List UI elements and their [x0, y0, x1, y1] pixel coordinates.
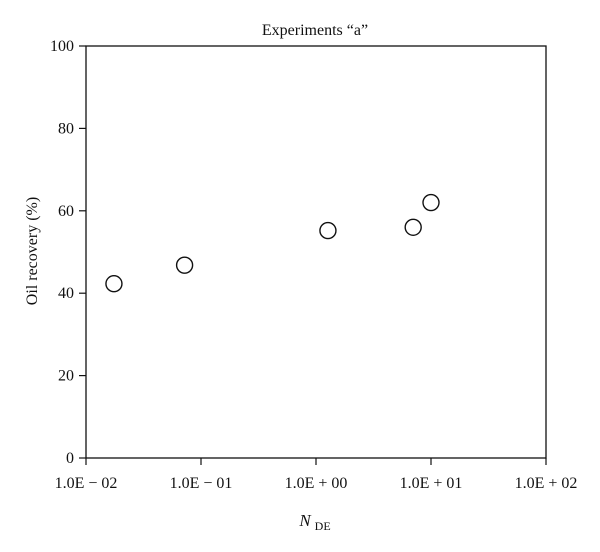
y-tick-label: 40 [58, 285, 74, 302]
y-tick-label: 0 [66, 450, 74, 467]
x-tick-label: 1.0E + 00 [285, 475, 348, 492]
y-axis-tick-labels: 0 20 40 60 80 100 [50, 38, 74, 467]
x-tick-label: 1.0E + 01 [400, 475, 463, 492]
data-point [319, 221, 337, 240]
x-axis-ticks [85, 458, 547, 465]
y-tick-label: 60 [58, 203, 74, 220]
chart-title: Experiments “a” [262, 22, 368, 39]
x-tick-label: 1.0E + 02 [515, 475, 578, 492]
data-point [105, 275, 123, 293]
y-axis-label: Oil recovery (%) [24, 197, 41, 305]
data-point [404, 218, 422, 236]
x-axis-tick-labels: 1.0E − 02 1.0E − 01 1.0E + 00 1.0E + 01 1.0E… [55, 475, 578, 492]
x-axis-label-main: N [298, 511, 312, 530]
plot-frame [85, 45, 547, 459]
x-axis-label-subscript: DE [315, 519, 331, 533]
data-point [175, 256, 194, 274]
x-tick-label: 1.0E − 01 [170, 475, 233, 492]
y-tick-label: 100 [50, 38, 74, 55]
x-axis-label: N DE [298, 511, 330, 533]
y-axis-ticks [79, 45, 86, 459]
y-tick-label: 80 [58, 120, 74, 137]
data-point [422, 193, 440, 212]
y-tick-label: 20 [58, 368, 74, 385]
data-points [105, 193, 440, 293]
x-tick-label: 1.0E − 02 [55, 475, 118, 492]
